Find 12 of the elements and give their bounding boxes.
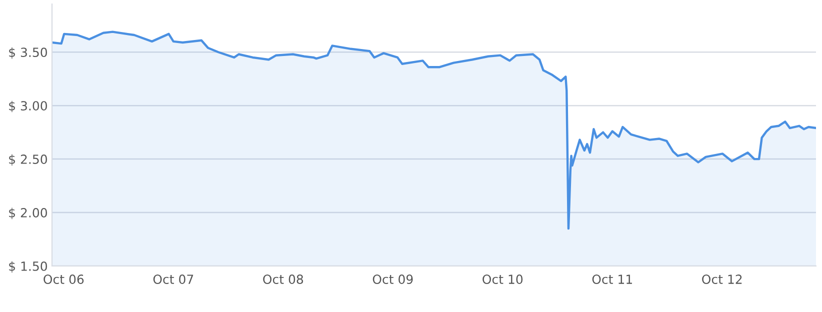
- x-tick-label: Oct 06: [44, 274, 84, 284]
- x-tick-label: Oct 11: [592, 274, 632, 284]
- y-tick-label: $ 2.50: [9, 154, 48, 166]
- x-tick-label: Oct 12: [702, 274, 742, 284]
- x-tick-label: Oct 10: [482, 274, 523, 284]
- y-tick-label: $ 1.50: [9, 261, 48, 273]
- y-tick-label: $ 3.50: [9, 47, 48, 59]
- x-tick-label: Oct 07: [153, 274, 194, 284]
- x-tick-label: Oct 09: [372, 274, 413, 284]
- y-tick-label: $ 3.00: [9, 100, 48, 112]
- y-tick-label: $ 2.00: [9, 208, 48, 220]
- x-tick-label: Oct 08: [263, 274, 304, 284]
